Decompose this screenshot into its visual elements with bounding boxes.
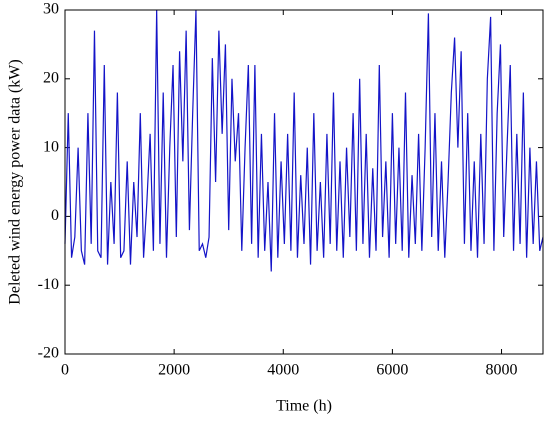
y-tick-label: -10 xyxy=(38,276,59,293)
x-tick-label: 4000 xyxy=(267,362,299,379)
plot-frame xyxy=(64,9,544,355)
x-tick-label: 8000 xyxy=(486,362,518,379)
y-axis-label: Deleted wind energy power data (kW) xyxy=(7,59,24,304)
data-line xyxy=(64,9,544,272)
y-tick-label: 0 xyxy=(51,207,59,224)
y-tick-label: 10 xyxy=(43,138,59,155)
y-tick-label: 20 xyxy=(43,69,59,86)
x-tick-label: 6000 xyxy=(376,362,408,379)
x-tick-label: 0 xyxy=(61,362,69,379)
x-tick-label: 2000 xyxy=(158,362,190,379)
y-tick-label: -20 xyxy=(38,345,59,362)
x-axis-label: Time (h) xyxy=(276,398,332,415)
y-tick-label: 30 xyxy=(43,1,59,18)
